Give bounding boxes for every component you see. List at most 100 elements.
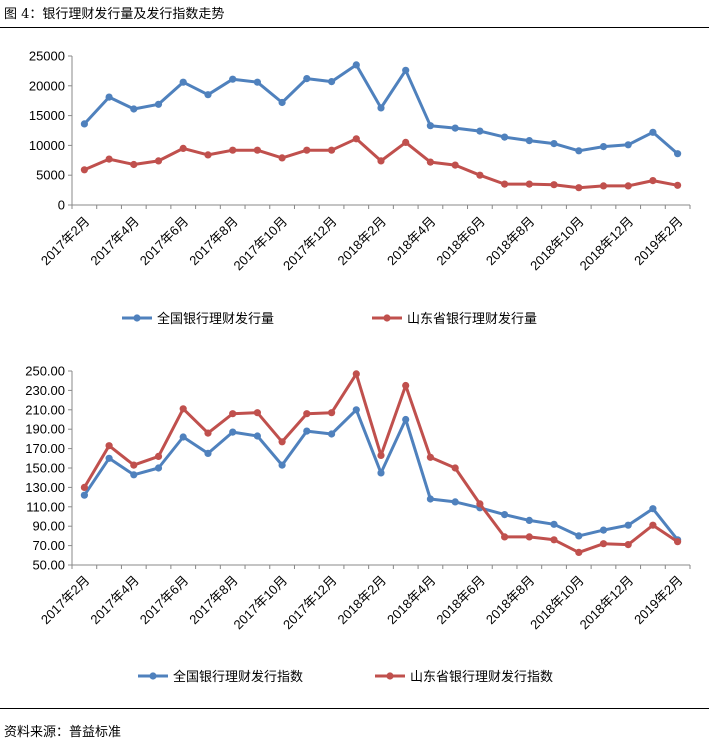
y-tick-label: 150.00 (25, 461, 65, 476)
data-point-0 (550, 140, 558, 148)
data-point-0 (402, 66, 410, 74)
data-point-1 (402, 138, 410, 146)
y-tick-label: 110.00 (26, 499, 65, 514)
data-point-1 (352, 135, 360, 143)
data-point-0 (303, 427, 311, 435)
data-point-0 (130, 105, 138, 113)
bottom-rule (0, 708, 709, 709)
data-point-0 (649, 128, 657, 136)
data-point-0 (525, 516, 533, 525)
data-point-0 (179, 78, 187, 86)
y-tick-label: 130.00 (25, 480, 65, 495)
data-point-1 (130, 461, 138, 469)
data-point-0 (550, 520, 558, 528)
data-point-0 (575, 532, 583, 540)
legend-label-1: 山东省银行理财发行指数 (410, 669, 553, 685)
data-point-1 (253, 146, 261, 154)
x-tick-label: 2019年2月 (631, 573, 686, 628)
y-tick-label: 210.00 (25, 402, 65, 417)
data-point-0 (204, 449, 212, 457)
chart-issuance-volume: 05000100001500020000250002017年2月2017年4月2… (29, 49, 691, 327)
data-point-1 (303, 146, 311, 154)
y-tick-label: 170.00 (25, 441, 65, 456)
data-point-1 (278, 154, 286, 162)
data-point-0 (599, 526, 608, 534)
data-point-0 (229, 75, 237, 83)
data-point-1 (599, 182, 608, 190)
legend-label-0: 全国银行理财发行指数 (173, 669, 303, 685)
data-point-0 (80, 491, 88, 499)
legend-marker-0 (133, 314, 141, 322)
data-point-0 (328, 78, 336, 86)
data-point-1 (525, 180, 533, 188)
y-tick-label: 10000 (29, 138, 65, 153)
data-point-0 (105, 454, 113, 462)
source-note: 资料来源：普益标准 (4, 725, 122, 740)
data-point-1 (204, 429, 212, 437)
data-point-0 (501, 510, 509, 519)
data-point-0 (402, 415, 410, 424)
data-point-1 (377, 157, 385, 165)
y-tick-label: 90.00 (32, 519, 65, 534)
data-point-1 (649, 177, 657, 185)
data-point-0 (426, 495, 434, 503)
data-point-1 (229, 410, 237, 418)
data-point-1 (624, 541, 632, 549)
data-point-0 (426, 122, 434, 130)
data-point-1 (328, 146, 336, 154)
x-tick-label: 2018年2月 (335, 573, 390, 628)
x-tick-label: 2017年4月 (87, 573, 142, 628)
data-point-1 (426, 158, 434, 166)
data-point-1 (501, 533, 509, 541)
data-point-1 (599, 540, 608, 548)
data-point-0 (525, 137, 533, 145)
data-point-0 (352, 61, 360, 69)
x-tick-label: 2017年6月 (137, 573, 192, 628)
data-point-0 (377, 104, 385, 112)
data-point-1 (328, 409, 336, 417)
y-tick-label: 190.00 (25, 422, 65, 437)
data-point-0 (451, 498, 459, 506)
legend-marker-1 (383, 314, 391, 322)
data-point-1 (154, 157, 163, 165)
data-point-1 (154, 452, 163, 460)
data-point-0 (130, 471, 138, 479)
data-point-1 (179, 144, 187, 152)
y-tick-label: 70.00 (32, 538, 65, 553)
data-point-1 (402, 381, 410, 390)
data-point-0 (377, 469, 385, 477)
data-point-1 (80, 166, 88, 174)
x-tick-label: 2018年6月 (433, 573, 488, 628)
data-point-0 (80, 120, 88, 128)
data-point-1 (278, 438, 286, 446)
data-point-0 (303, 75, 311, 83)
data-point-0 (278, 98, 286, 107)
data-point-1 (80, 483, 88, 491)
data-point-1 (377, 451, 385, 459)
data-point-1 (105, 155, 113, 163)
legend-marker-1 (386, 672, 394, 680)
y-tick-label: 5000 (36, 168, 65, 183)
x-tick-label: 2017年2月 (38, 573, 93, 628)
data-point-0 (624, 521, 632, 529)
data-point-1 (624, 182, 632, 190)
y-tick-label: 25000 (29, 49, 65, 64)
y-tick-label: 50.00 (32, 558, 65, 573)
y-tick-label: 15000 (29, 108, 65, 123)
data-point-1 (525, 533, 533, 541)
top-rule (0, 27, 709, 28)
data-point-1 (575, 184, 583, 192)
y-tick-label: 230.00 (25, 383, 65, 398)
data-point-0 (154, 464, 163, 472)
legend-label-1: 山东省银行理财发行量 (407, 311, 537, 327)
x-tick-label: 2018年12月 (577, 573, 637, 633)
data-point-1 (105, 442, 113, 450)
data-point-0 (451, 124, 459, 132)
data-point-0 (674, 150, 682, 158)
data-point-0 (624, 141, 632, 149)
data-point-1 (352, 370, 360, 378)
data-point-0 (253, 432, 261, 440)
data-point-1 (451, 161, 459, 169)
data-point-1 (550, 536, 558, 544)
data-point-1 (476, 171, 484, 179)
